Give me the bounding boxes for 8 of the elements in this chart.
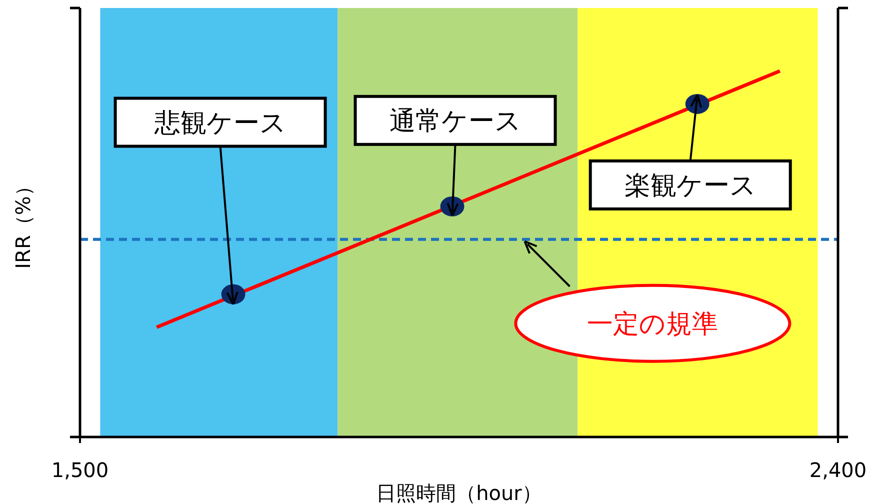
annotation: 通常ケース xyxy=(389,106,522,136)
annotation: 一定の規準 xyxy=(587,309,718,340)
annotation: 悲観ケース xyxy=(153,108,286,138)
x-axis-title: 日照時間（hour） xyxy=(376,481,542,504)
y-axis-title: IRR（%） xyxy=(11,176,35,269)
x-tick-label: 1,500 xyxy=(51,458,109,482)
annotation: 楽観ケース xyxy=(624,170,756,201)
x-tick-label: 2,400 xyxy=(809,458,867,482)
